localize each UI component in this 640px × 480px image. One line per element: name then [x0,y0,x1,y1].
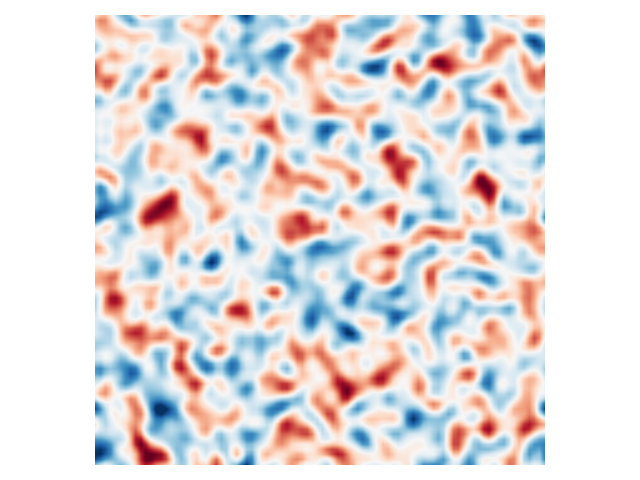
noise-field-image [95,15,545,465]
